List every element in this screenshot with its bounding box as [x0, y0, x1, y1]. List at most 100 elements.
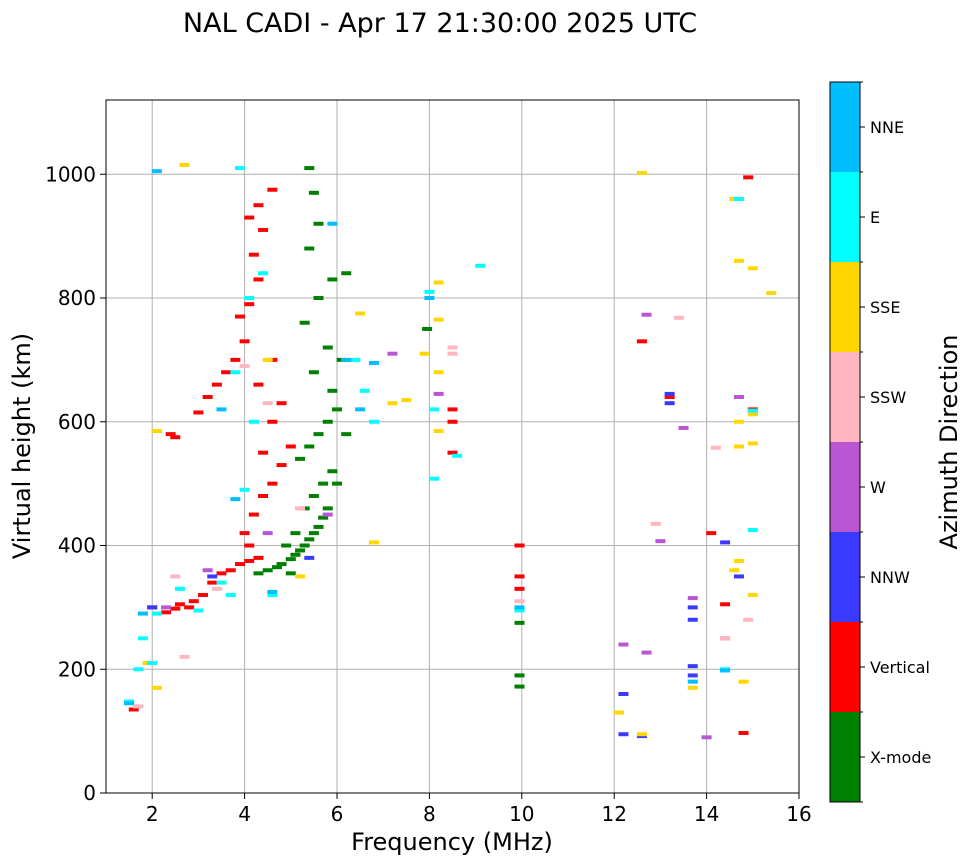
data-point — [239, 531, 250, 536]
data-point — [401, 398, 412, 403]
colorbar-segment — [830, 262, 860, 352]
data-point — [313, 432, 324, 437]
data-point — [147, 605, 158, 610]
data-point — [304, 444, 315, 449]
data-point — [514, 599, 525, 604]
data-point — [332, 481, 342, 486]
data-point — [447, 407, 458, 412]
series-nne — [124, 169, 731, 706]
data-point — [188, 599, 199, 604]
data-point — [133, 704, 144, 709]
data-point — [308, 370, 319, 375]
y-tick-label: 1000 — [45, 162, 96, 186]
data-point — [447, 419, 458, 424]
plot-frame — [105, 99, 800, 794]
data-point — [743, 175, 754, 180]
data-point — [641, 650, 652, 655]
data-point — [701, 735, 712, 740]
data-point — [248, 512, 259, 517]
data-point — [244, 215, 255, 220]
data-point — [193, 410, 204, 415]
series-ssw — [133, 315, 754, 709]
x-tick-label: 6 — [331, 802, 344, 826]
colorbar-tick-label: NNW — [870, 568, 910, 587]
y-tick-label: 200 — [58, 657, 96, 681]
data-point — [387, 351, 398, 356]
data-point — [151, 611, 162, 616]
data-point — [650, 521, 661, 526]
data-point — [341, 271, 352, 276]
series-w — [161, 312, 744, 740]
data-point — [673, 315, 684, 320]
data-point — [234, 562, 245, 567]
data-point — [678, 425, 689, 430]
data-point — [318, 515, 329, 520]
data-marks — [124, 162, 777, 740]
data-point — [267, 589, 278, 594]
data-point — [124, 701, 135, 706]
colorbar-segments — [830, 82, 860, 802]
data-point — [514, 608, 525, 613]
data-point — [747, 412, 758, 417]
data-point — [706, 531, 717, 536]
data-point — [720, 636, 731, 641]
data-point — [304, 537, 315, 542]
data-point — [514, 684, 525, 689]
y-tick-label: 400 — [58, 534, 96, 558]
data-point — [230, 357, 241, 362]
data-point — [267, 187, 278, 192]
data-point — [258, 227, 269, 232]
colorbar-tick-label: W — [870, 478, 886, 497]
data-point — [151, 429, 162, 434]
data-point — [234, 166, 245, 171]
data-point — [151, 685, 162, 690]
data-point — [738, 730, 749, 735]
data-point — [234, 314, 245, 319]
data-point — [244, 558, 255, 563]
data-point — [514, 673, 525, 678]
data-point — [368, 419, 379, 424]
data-point — [299, 543, 310, 548]
data-point — [514, 574, 525, 579]
data-point — [253, 203, 264, 208]
data-point — [318, 481, 329, 486]
data-point — [276, 562, 287, 567]
data-point — [304, 166, 315, 171]
data-point — [308, 494, 319, 498]
data-point — [747, 408, 758, 413]
data-point — [239, 487, 250, 492]
data-point — [207, 574, 218, 579]
data-point — [262, 568, 273, 573]
y-axis-label: Virtual height (km) — [8, 333, 36, 559]
data-point — [355, 311, 366, 316]
y-axis-ticks: 0 200 400 600 800 1000 — [45, 162, 106, 805]
data-point — [447, 345, 458, 350]
data-point — [304, 246, 315, 251]
data-point — [262, 531, 273, 536]
colorbar-segment — [830, 442, 860, 532]
data-point — [733, 574, 744, 579]
data-point — [720, 668, 731, 673]
data-point — [514, 620, 525, 625]
colorbar-segment — [830, 82, 860, 172]
data-point — [447, 450, 458, 455]
data-point — [422, 326, 433, 331]
colorbar-segment — [830, 532, 860, 622]
data-point — [295, 506, 306, 511]
data-point — [733, 197, 744, 201]
data-point — [368, 540, 379, 545]
y-tick-label: 800 — [58, 286, 96, 310]
data-point — [253, 382, 264, 387]
data-point — [262, 357, 273, 362]
data-point — [202, 395, 213, 399]
colorbar-tick-label: NNE — [870, 118, 904, 137]
data-point — [290, 531, 301, 536]
data-point — [170, 606, 181, 611]
data-point — [655, 539, 666, 544]
data-point — [514, 543, 525, 548]
data-point — [636, 732, 647, 737]
data-point — [258, 494, 269, 498]
data-point — [248, 419, 259, 424]
data-point — [733, 444, 744, 449]
data-point — [687, 664, 698, 669]
